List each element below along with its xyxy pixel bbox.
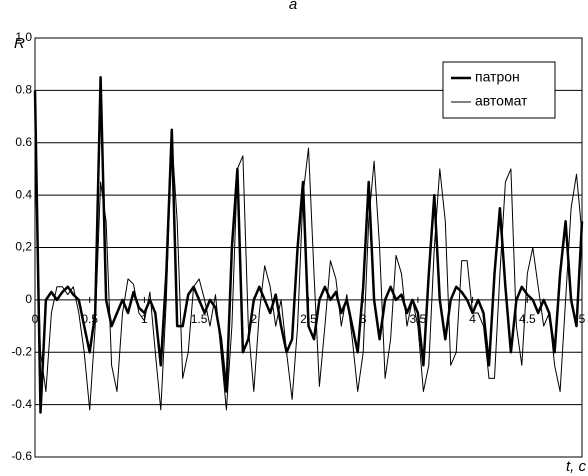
legend-label: патрон — [475, 69, 520, 85]
y-tick-label: 0.6 — [15, 135, 32, 149]
y-tick-label: 0.4 — [15, 187, 32, 201]
y-tick-label: 0 — [25, 292, 32, 306]
x-tick-label: 4 — [469, 312, 476, 326]
series-line — [34, 137, 583, 411]
x-tick-label: 5 — [579, 312, 586, 326]
x-tick-label: 4.5 — [519, 312, 536, 326]
legend-label: автомат — [475, 93, 528, 109]
x-tick-label: 0 — [32, 312, 39, 326]
x-tick-label: 2 — [250, 312, 257, 326]
y-axis-label: R — [14, 35, 25, 52]
series-line — [33, 76, 584, 414]
x-tick-label: 1.5 — [191, 312, 208, 326]
x-tick-label: 3 — [360, 312, 367, 326]
y-tick-label: -0.6 — [11, 449, 32, 463]
y-tick-label: 0.8 — [15, 83, 32, 97]
chart-title: a — [289, 0, 297, 13]
y-tick-label: 0,2 — [15, 240, 32, 254]
y-tick-label: -0.4 — [11, 397, 32, 411]
y-tick-label: 1,0 — [15, 30, 32, 44]
x-axis-label: t, c — [566, 458, 587, 475]
y-tick-label: -0.2 — [11, 344, 32, 358]
legend-box — [442, 61, 556, 119]
